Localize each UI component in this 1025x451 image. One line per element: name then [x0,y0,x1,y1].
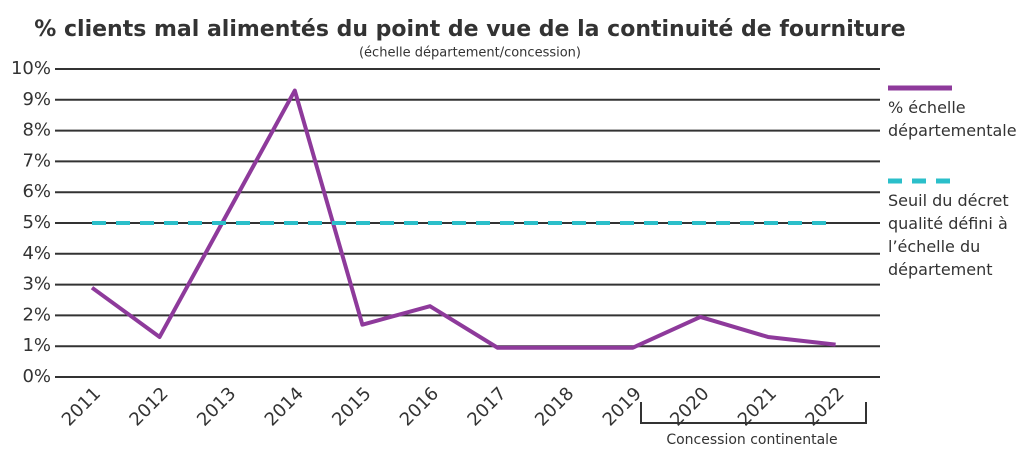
y-tick-label: 10% [11,58,51,79]
legend-label: % échelle départementale [888,98,1017,140]
x-tick-label: 2019 [599,383,646,430]
x-tick-label: 2017 [463,383,510,430]
bracket [640,402,867,424]
series-line [90,88,836,350]
y-tick-label: 3% [22,274,51,295]
x-tick-label: 2013 [193,383,240,430]
y-tick-label: 8% [22,120,51,141]
x-tick-label: 2011 [58,383,105,430]
y-tick-label: 1% [22,335,51,356]
y-tick-label: 5% [22,212,51,233]
y-tick-label: 9% [22,89,51,110]
y-tick-label: 6% [22,181,51,202]
x-tick-label: 2014 [261,383,308,430]
x-tick-label: 2015 [328,383,375,430]
annotation: Concession continentale [666,432,837,448]
y-tick-label: 0% [22,366,51,387]
y-tick-label: 2% [22,304,51,325]
x-tick-label: 2018 [531,383,578,430]
chart-subtitle: (échelle département/concession) [359,46,581,61]
legend-label: Seuil du décret qualité défini à l’échel… [888,191,1009,279]
x-tick-label: 2016 [396,383,443,430]
chart-title: % clients mal alimentés du point de vue … [34,17,905,42]
x-tick-label: 2012 [125,383,172,430]
y-tick-label: 4% [22,243,51,264]
y-tick-label: 7% [22,150,51,171]
